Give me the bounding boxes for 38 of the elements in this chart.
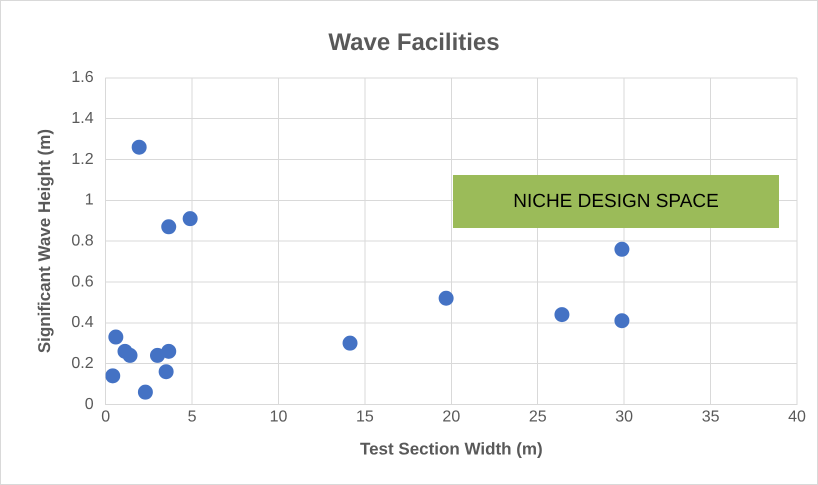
point [554, 307, 570, 322]
point [342, 336, 358, 351]
y-tick-label: 0 [84, 396, 94, 413]
point [106, 368, 120, 384]
x-tick-label: 5 [188, 408, 197, 426]
point [138, 384, 153, 400]
x-tick-label: 35 [702, 408, 720, 426]
x-tick-label: 25 [528, 408, 547, 426]
point [614, 313, 630, 328]
y-tick-label: 1.4 [71, 110, 94, 128]
y-axis-title: Significant Wave Height (m) [34, 129, 54, 354]
x-tick-label: 15 [356, 408, 374, 426]
label-box: NICHE DESIGN SPACE [453, 175, 779, 228]
point [182, 211, 198, 226]
y-tick-label: 0.4 [71, 314, 94, 332]
y-tick-label: 0.2 [71, 354, 94, 372]
point [108, 330, 124, 345]
x-axis-title: Test Section Width (m) [360, 439, 543, 458]
y-tick-label: 0.6 [71, 273, 94, 290]
point [122, 348, 138, 363]
point [614, 242, 630, 257]
y-tick-label: 1.6 [71, 69, 94, 86]
x-tick-label: 0 [101, 408, 110, 426]
point [158, 364, 174, 380]
x-tick-label: 40 [788, 408, 806, 426]
point [161, 344, 176, 359]
y-tick-label: 0.8 [71, 232, 94, 250]
chart-title: Wave Facilities [328, 29, 500, 56]
y-tick-label: 1.2 [71, 150, 94, 168]
point [161, 219, 176, 234]
x-tick-label: 20 [442, 408, 460, 426]
point [132, 140, 147, 155]
x-tick-label: 10 [270, 408, 288, 426]
x-tick-label: 30 [615, 408, 634, 426]
point [438, 290, 454, 306]
annotation: NICHE DESIGN SPACE [513, 190, 719, 212]
y-tick-label: 1 [84, 192, 94, 209]
point [150, 348, 165, 363]
